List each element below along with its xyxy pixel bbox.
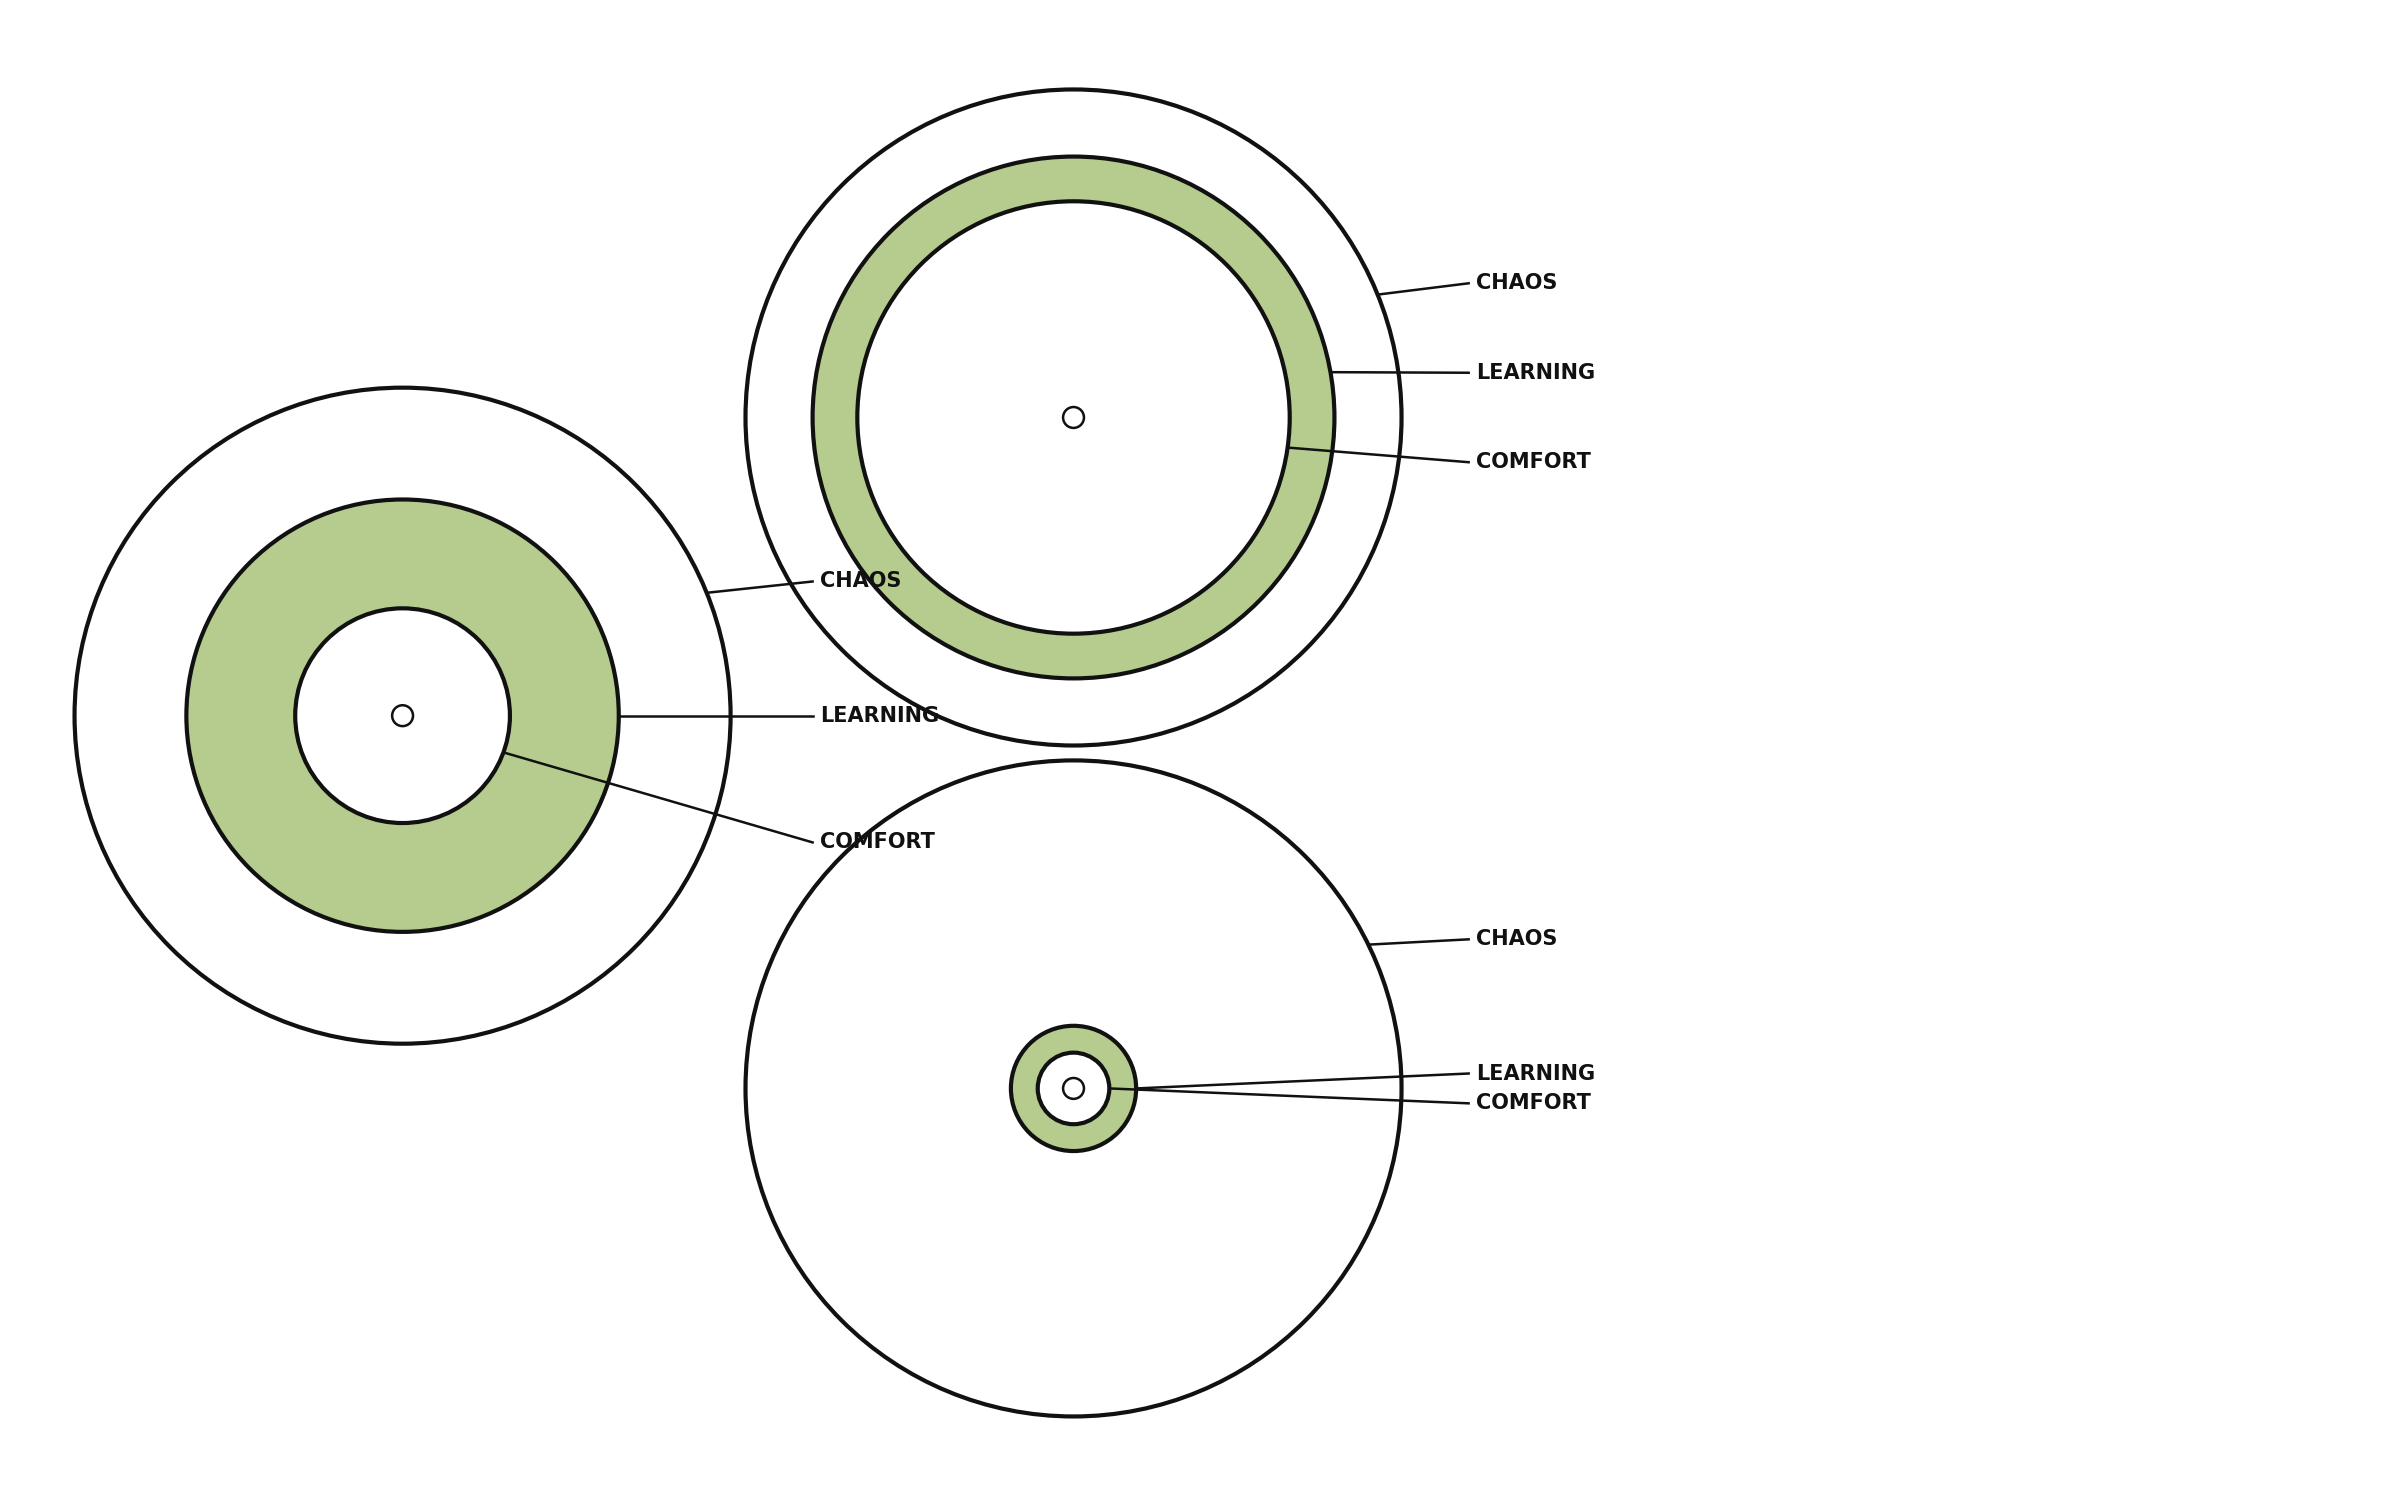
Circle shape (186, 499, 618, 932)
Circle shape (1038, 1053, 1109, 1124)
Text: LEARNING: LEARNING (821, 705, 940, 726)
Circle shape (744, 89, 1401, 746)
Text: COMFORT: COMFORT (1477, 1093, 1591, 1114)
Text: CHAOS: CHAOS (1477, 273, 1558, 294)
Text: LEARNING: LEARNING (1477, 1063, 1596, 1084)
Text: CHAOS: CHAOS (821, 571, 902, 592)
Circle shape (814, 157, 1334, 678)
Circle shape (391, 705, 413, 726)
Circle shape (1012, 1026, 1136, 1151)
Circle shape (1064, 1078, 1083, 1099)
Text: COMFORT: COMFORT (1477, 452, 1591, 473)
Text: COMFORT: COMFORT (821, 832, 935, 853)
Text: CHAOS: CHAOS (1477, 929, 1558, 950)
Circle shape (74, 388, 730, 1044)
Text: LEARNING: LEARNING (1477, 362, 1596, 383)
Circle shape (1064, 407, 1083, 428)
Circle shape (296, 608, 511, 823)
Circle shape (744, 760, 1401, 1416)
Circle shape (857, 201, 1291, 634)
